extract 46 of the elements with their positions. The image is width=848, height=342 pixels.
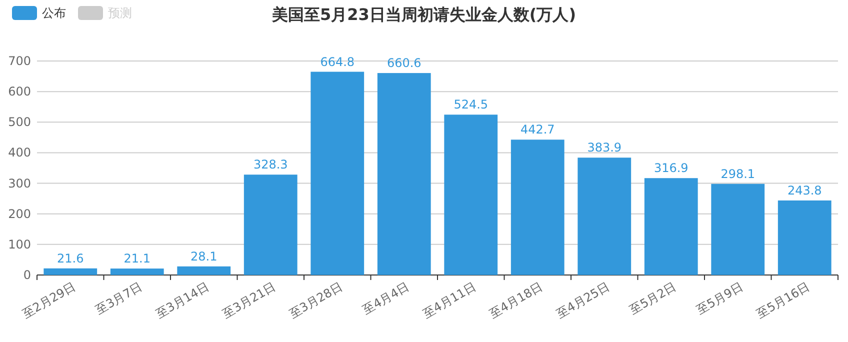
x-tick-label: 至4月25日 [554, 279, 612, 322]
chart-title: 美国至5月23日当周初请失业金人数(万人) [270, 5, 576, 24]
data-label: 524.5 [454, 98, 488, 112]
x-tick-label: 至3月14日 [153, 279, 212, 322]
data-label: 316.9 [654, 161, 688, 176]
bar [244, 174, 298, 275]
data-label: 660.6 [386, 56, 422, 70]
y-tick-label: 200 [8, 206, 31, 221]
data-label: 21.1 [124, 252, 150, 266]
y-tick-label: 600 [8, 84, 31, 99]
bar [177, 266, 231, 275]
data-label: 243.8 [787, 183, 822, 198]
x-tick-label: 至4月11日 [420, 279, 478, 322]
x-tick-label: 至5月2日 [627, 279, 679, 318]
bar [44, 268, 98, 275]
data-label: 664.8 [320, 54, 355, 69]
data-label: 21.6 [57, 251, 84, 266]
data-label: 328.3 [253, 158, 288, 172]
y-tick-label: 300 [8, 176, 31, 190]
x-tick-label: 至5月9日 [694, 279, 746, 318]
data-label: 28.1 [190, 249, 218, 264]
x-tick-label: 至4月4日 [360, 279, 412, 318]
legend-label: 公布 [42, 6, 66, 20]
x-tick-label: 至4月18日 [487, 279, 546, 322]
bar [778, 200, 832, 275]
x-tick-label: 至5月16日 [754, 279, 812, 322]
y-tick-label: 0 [23, 268, 31, 282]
bar [377, 73, 431, 275]
y-tick-label: 700 [8, 54, 31, 68]
y-tick-label: 400 [8, 146, 31, 160]
x-tick-label: 至2月29日 [20, 279, 78, 322]
x-tick-label: 至3月21日 [220, 279, 278, 322]
data-label: 383.9 [587, 140, 622, 155]
y-tick-label: 500 [8, 115, 31, 130]
bar [578, 158, 632, 275]
data-label: 298.1 [720, 166, 756, 181]
bar [110, 268, 164, 275]
bar [510, 140, 564, 275]
bar [310, 72, 364, 275]
bar [644, 178, 698, 275]
bar [444, 114, 498, 275]
y-tick-label: 100 [8, 237, 31, 252]
x-tick-label: 至3月7日 [93, 279, 145, 318]
bar [711, 184, 765, 275]
x-tick-label: 至3月28日 [286, 279, 345, 322]
data-label: 442.7 [520, 122, 555, 137]
